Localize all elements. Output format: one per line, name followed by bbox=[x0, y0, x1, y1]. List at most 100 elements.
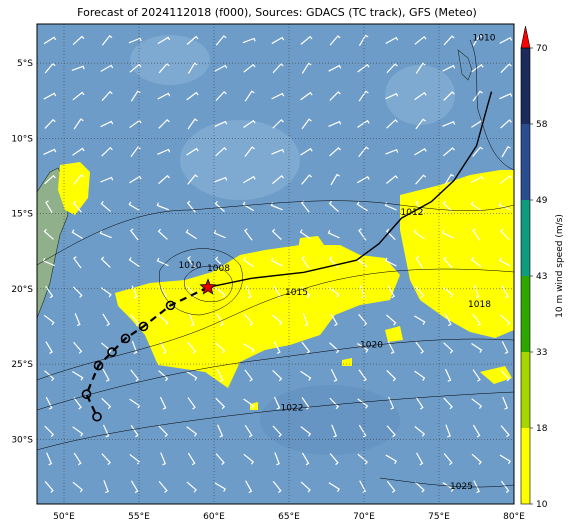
wind-barb bbox=[272, 63, 284, 74]
wind-barb bbox=[71, 229, 83, 240]
wind-barb bbox=[186, 91, 199, 101]
wind-barb bbox=[499, 228, 510, 241]
wind-barb bbox=[301, 341, 311, 354]
colorbar-label: 10 m wind speed (m/s) bbox=[555, 214, 565, 318]
wind-barb bbox=[159, 285, 168, 299]
wind-barb bbox=[328, 482, 340, 492]
wind-barb bbox=[244, 369, 253, 382]
wind-barb bbox=[186, 481, 197, 493]
wind-barb bbox=[501, 341, 509, 355]
wind-barb bbox=[271, 92, 285, 100]
wind-barb bbox=[214, 64, 228, 72]
wind-barb bbox=[386, 480, 396, 494]
wind-barb bbox=[415, 174, 427, 185]
wind-barb bbox=[273, 396, 281, 410]
wind-barb bbox=[187, 397, 196, 410]
wind-barb bbox=[242, 201, 254, 212]
wind-barb bbox=[100, 342, 112, 354]
wind-barb bbox=[358, 424, 367, 438]
ocean-shade-patch bbox=[130, 35, 210, 85]
wind-barb bbox=[300, 91, 313, 101]
wind-barb bbox=[443, 397, 453, 410]
wind-barb bbox=[158, 370, 169, 382]
wind-barb bbox=[101, 397, 112, 410]
wind-barb bbox=[129, 453, 141, 465]
wind-barb bbox=[500, 425, 510, 438]
wind-barb bbox=[160, 452, 167, 466]
wind-barb bbox=[157, 228, 168, 240]
wind-barb bbox=[387, 341, 395, 354]
wind-barb bbox=[442, 200, 453, 213]
wind-barb bbox=[43, 228, 54, 240]
isobar-line bbox=[37, 268, 514, 381]
wind-barb bbox=[242, 37, 256, 44]
wind-barb bbox=[414, 148, 427, 156]
wind-barb bbox=[444, 368, 452, 382]
colorbar-tick-label: 18 bbox=[536, 424, 548, 434]
wind-barb bbox=[471, 64, 484, 73]
wind-barb bbox=[100, 256, 111, 268]
wind-barb bbox=[414, 91, 427, 101]
wind-barb bbox=[72, 200, 82, 213]
wind-barb bbox=[130, 90, 141, 102]
wind-barb bbox=[101, 453, 111, 465]
wind-barb bbox=[356, 175, 370, 184]
ocean-shade-patch bbox=[180, 120, 300, 200]
wind-barb bbox=[357, 453, 368, 465]
wind-barb bbox=[244, 228, 253, 241]
wind-barb bbox=[415, 118, 426, 130]
wind-barb bbox=[413, 229, 425, 240]
isobar-label: 1010 bbox=[473, 34, 496, 44]
wind-barb bbox=[329, 342, 340, 354]
colorbar: 10 18 33 43 49 58 70 bbox=[520, 25, 548, 510]
wind-barb bbox=[356, 201, 368, 212]
wind-barb bbox=[72, 147, 85, 156]
wind-barb bbox=[245, 480, 253, 494]
wind-barb bbox=[443, 453, 453, 466]
wind-barb bbox=[500, 314, 511, 326]
wind-barb bbox=[45, 396, 53, 410]
wind-barb bbox=[100, 176, 114, 183]
wind-barb bbox=[244, 313, 254, 326]
longitude-tick-label: 60°E bbox=[203, 512, 225, 522]
longitude-tick-label: 80°E bbox=[503, 512, 525, 522]
wind-barb bbox=[472, 34, 483, 46]
wind-barb bbox=[386, 425, 396, 438]
isobar-line bbox=[37, 338, 514, 411]
wind-area bbox=[298, 236, 326, 256]
wind-barb bbox=[358, 90, 369, 102]
wind-barb bbox=[101, 34, 113, 46]
wind-barb bbox=[500, 119, 512, 129]
wind-barb bbox=[131, 285, 138, 299]
longitude-ticks: 50°E 55°E 60°E 65°E 70°E 75°E 80°E bbox=[53, 512, 525, 522]
isobar-label: 1018 bbox=[468, 300, 491, 310]
wind-barb bbox=[44, 481, 54, 493]
wind-barb bbox=[358, 228, 367, 241]
wind-barb bbox=[186, 147, 199, 156]
wind-barb bbox=[44, 370, 55, 382]
wind-barb bbox=[129, 119, 142, 129]
wind-barb bbox=[130, 369, 140, 382]
wind-barb bbox=[499, 175, 513, 184]
wind-barb bbox=[442, 482, 454, 493]
wind-barb bbox=[330, 313, 338, 327]
wind-barb bbox=[214, 120, 228, 128]
wind-barb bbox=[358, 369, 367, 382]
track-point bbox=[107, 347, 117, 357]
longitude-tick-label: 65°E bbox=[278, 512, 300, 522]
wind-barb bbox=[470, 176, 484, 184]
wind-barb bbox=[214, 482, 226, 492]
wind-barb bbox=[73, 341, 83, 354]
wind-barb bbox=[442, 64, 456, 72]
sumatra-coast bbox=[457, 49, 473, 81]
wind-barb bbox=[73, 118, 84, 130]
ocean-shade-patch bbox=[385, 65, 455, 125]
wind-barb bbox=[472, 313, 482, 326]
wind-barb bbox=[242, 256, 254, 268]
wind-barb bbox=[270, 257, 283, 267]
wind-barb bbox=[101, 146, 113, 157]
wind-barb bbox=[358, 313, 368, 326]
wind-barb bbox=[99, 230, 112, 239]
isobar-line bbox=[469, 39, 514, 171]
wind-barb bbox=[216, 368, 224, 382]
